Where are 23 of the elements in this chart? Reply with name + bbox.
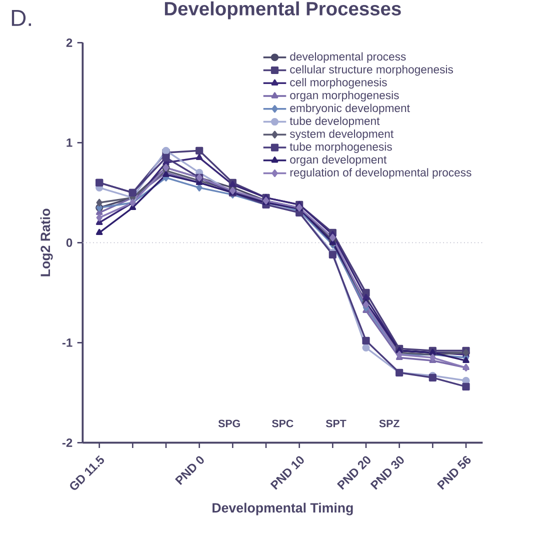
annotation: SPC <box>272 420 294 428</box>
legend-label: regulation of developmental process <box>290 168 472 179</box>
legend-label: developmental process <box>290 52 406 63</box>
y-tick-label: 2 <box>66 38 72 48</box>
legend-label: system development <box>290 130 394 140</box>
annotation: SPZ <box>379 420 400 428</box>
x-axis-title: Developmental Timing <box>212 502 353 516</box>
y-axis-title: Log2 Ratio <box>40 208 53 276</box>
y-tick-label: -1 <box>62 338 72 347</box>
y-tick-label: 1 <box>66 138 72 147</box>
legend-label: tube development <box>290 116 380 128</box>
chart-title: Developmental Processes <box>164 2 401 20</box>
annotation: SPT <box>326 420 346 428</box>
y-tick-label: -2 <box>62 438 72 448</box>
legend-label: tube morphogenesis <box>290 142 392 154</box>
text: D. <box>12 10 31 26</box>
legend-label: organ development <box>290 155 387 166</box>
annotation: SPG <box>218 420 240 428</box>
legend-label: cellular structure morphogenesis <box>290 65 453 76</box>
y-tick-label: 0 <box>66 238 72 248</box>
legend-label: cell morphogenesis <box>290 78 387 89</box>
legend-label: organ morphogenesis <box>290 91 399 102</box>
legend-label: embryonic development <box>290 104 410 114</box>
